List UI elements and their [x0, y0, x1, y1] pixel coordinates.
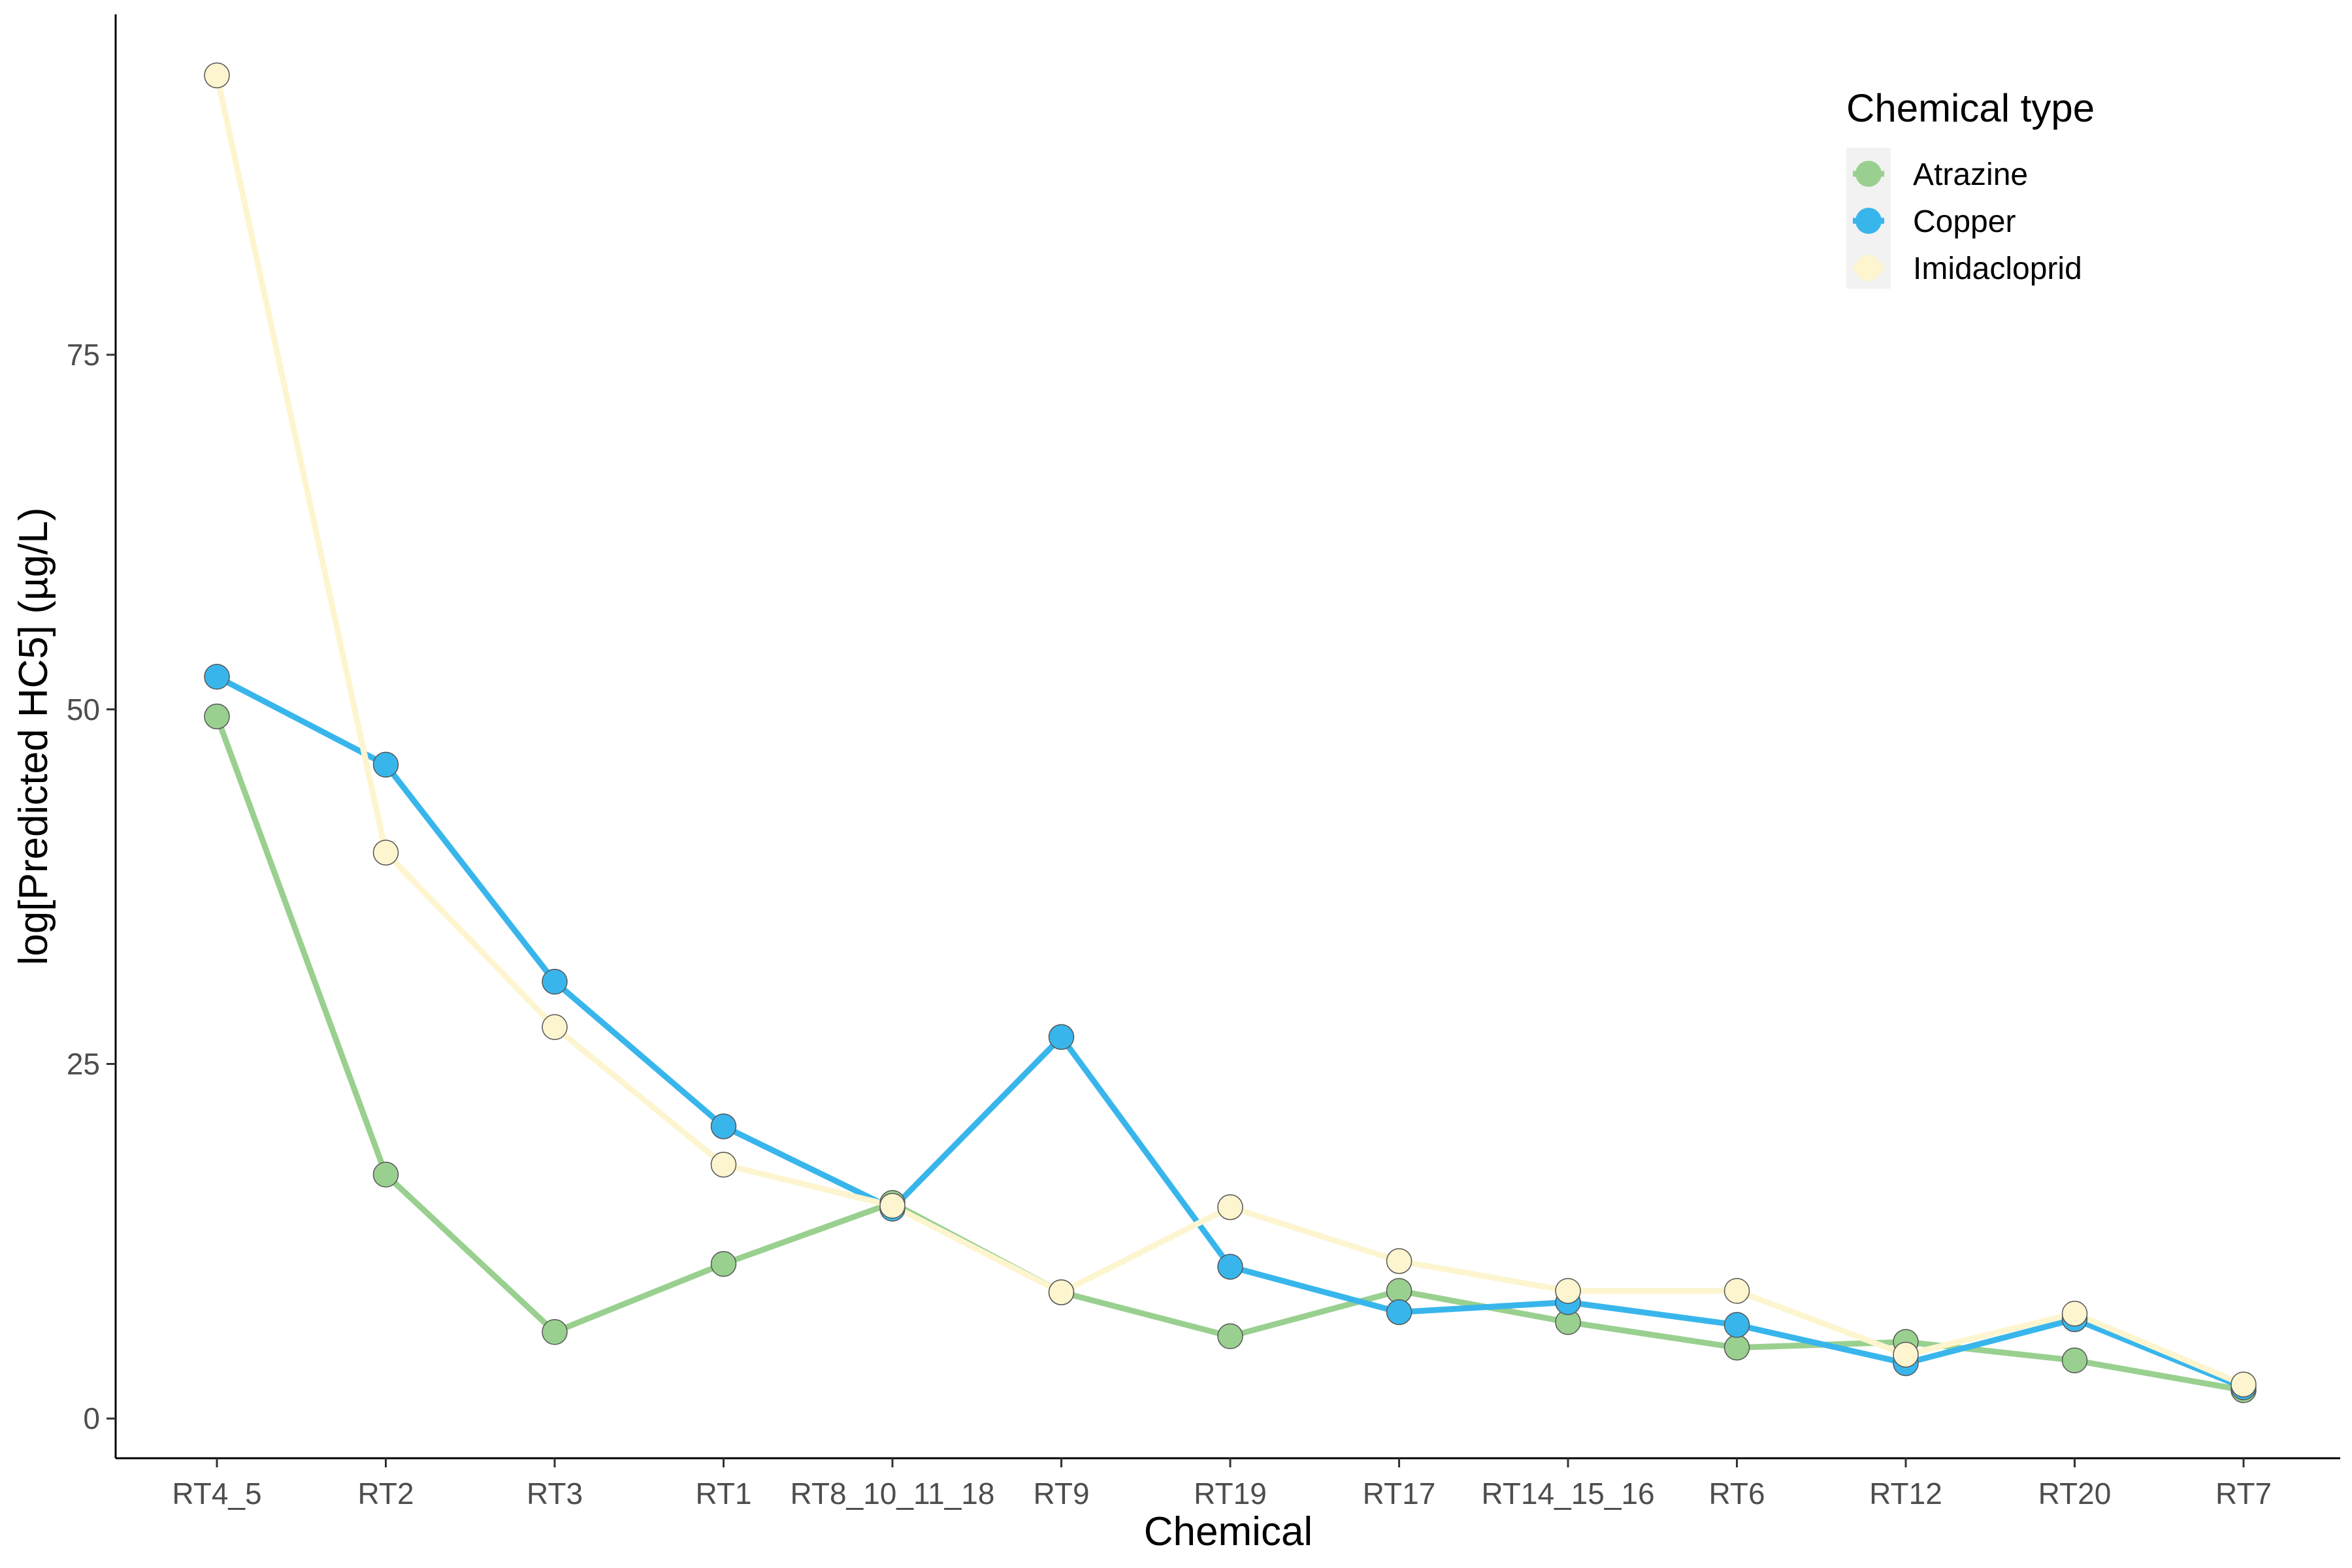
legend-key-point — [1855, 208, 1882, 234]
legend-items: Atrazine Copper Imidacloprid — [1853, 157, 2082, 286]
x-tick-label: RT1 — [695, 1477, 751, 1511]
data-point-imidacloprid — [710, 1151, 737, 1178]
y-tick-label: 25 — [67, 1047, 100, 1081]
legend-key-point — [1855, 161, 1882, 187]
x-tick-label: RT8_10_11_18 — [791, 1477, 995, 1511]
legend-title: Chemical type — [1846, 86, 2095, 130]
legend-label: Atrazine — [1913, 157, 2028, 192]
x-tick-label: RT6 — [1708, 1477, 1765, 1511]
data-point-atrazine — [542, 1319, 568, 1345]
x-axis-title: Chemical — [1144, 1509, 1313, 1554]
data-point-imidacloprid — [1386, 1248, 1413, 1274]
data-point-imidacloprid — [542, 1014, 568, 1040]
x-tick-label: RT12 — [1869, 1477, 1942, 1511]
data-point-imidacloprid — [204, 62, 230, 89]
x-tick-label: RT9 — [1033, 1477, 1089, 1511]
data-point-imidacloprid — [1893, 1341, 1919, 1368]
data-point-copper — [1217, 1254, 1243, 1280]
data-point-copper — [372, 751, 399, 778]
data-point-imidacloprid — [1555, 1278, 1581, 1304]
y-tick-label: 0 — [83, 1401, 100, 1435]
x-tick-label: RT7 — [2215, 1477, 2272, 1511]
data-point-imidacloprid — [372, 840, 399, 866]
legend-label: Imidacloprid — [1913, 252, 2082, 286]
y-tick-label: 50 — [67, 693, 100, 727]
data-point-copper — [542, 968, 568, 995]
data-point-copper — [204, 664, 230, 690]
x-tick-label: RT4_5 — [172, 1477, 261, 1511]
data-point-imidacloprid — [2061, 1300, 2088, 1327]
data-point-atrazine — [204, 703, 230, 730]
x-tick-label: RT14_15_16 — [1481, 1477, 1654, 1511]
legend-item-atrazine: Atrazine — [1853, 157, 2028, 192]
legend-item-imidacloprid: Imidacloprid — [1853, 252, 2082, 286]
data-point-atrazine — [372, 1162, 399, 1188]
y-axis-title: log[Predicted HC5] (µg/L) — [11, 508, 56, 966]
data-point-imidacloprid — [1723, 1278, 1750, 1304]
x-tick-label: RT20 — [2038, 1477, 2112, 1511]
x-axis-ticks: RT4_5 RT2 RT3 RT1 RT8_10_11_18 RT9 RT19 RT17 RT1… — [172, 1458, 2272, 1511]
data-point-imidacloprid — [1217, 1194, 1243, 1220]
legend-label: Copper — [1913, 204, 2016, 239]
x-tick-label: RT3 — [527, 1477, 583, 1511]
legend-key-point — [1855, 255, 1882, 281]
plot-marks — [204, 62, 2257, 1403]
data-point-copper — [1723, 1312, 1750, 1338]
legend-item-copper: Copper — [1853, 204, 2016, 239]
legend: Chemical type Atrazine Copper Imidacloprid — [1846, 86, 2095, 289]
x-tick-label: RT17 — [1363, 1477, 1436, 1511]
y-tick-label: 75 — [67, 338, 100, 372]
y-axis-ticks: 0 25 50 75 — [67, 338, 116, 1435]
data-point-atrazine — [710, 1250, 737, 1277]
data-point-copper — [710, 1113, 737, 1139]
data-point-atrazine — [1217, 1323, 1243, 1350]
data-point-copper — [1048, 1024, 1075, 1050]
data-point-copper — [1386, 1299, 1413, 1326]
x-tick-label: RT19 — [1194, 1477, 1267, 1511]
data-point-imidacloprid — [1048, 1279, 1075, 1305]
x-tick-label: RT2 — [357, 1477, 414, 1511]
data-point-imidacloprid — [879, 1192, 906, 1219]
data-point-imidacloprid — [2230, 1371, 2257, 1397]
data-point-atrazine — [1723, 1334, 1750, 1361]
data-point-atrazine — [2061, 1347, 2088, 1373]
